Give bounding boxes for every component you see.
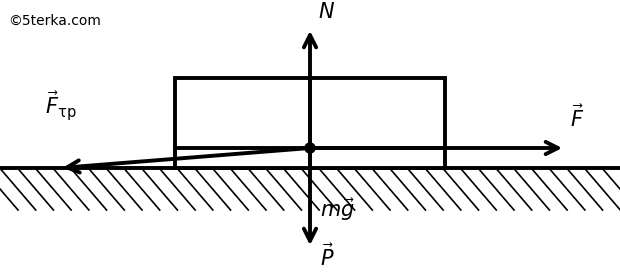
Text: $m\vec{g}$: $m\vec{g}$ [320, 197, 355, 223]
Text: $\vec{F}_{\mathrm{\tau p}}$: $\vec{F}_{\mathrm{\tau p}}$ [45, 89, 76, 123]
Text: $\vec{P}$: $\vec{P}$ [320, 243, 335, 270]
Text: $\vec{N}$: $\vec{N}$ [318, 0, 335, 23]
Bar [175, 78, 445, 168]
Text: $\vec{F}$: $\vec{F}$ [570, 105, 584, 131]
Text: ©5terka.com: ©5terka.com [8, 14, 101, 28]
Circle shape [305, 143, 315, 153]
